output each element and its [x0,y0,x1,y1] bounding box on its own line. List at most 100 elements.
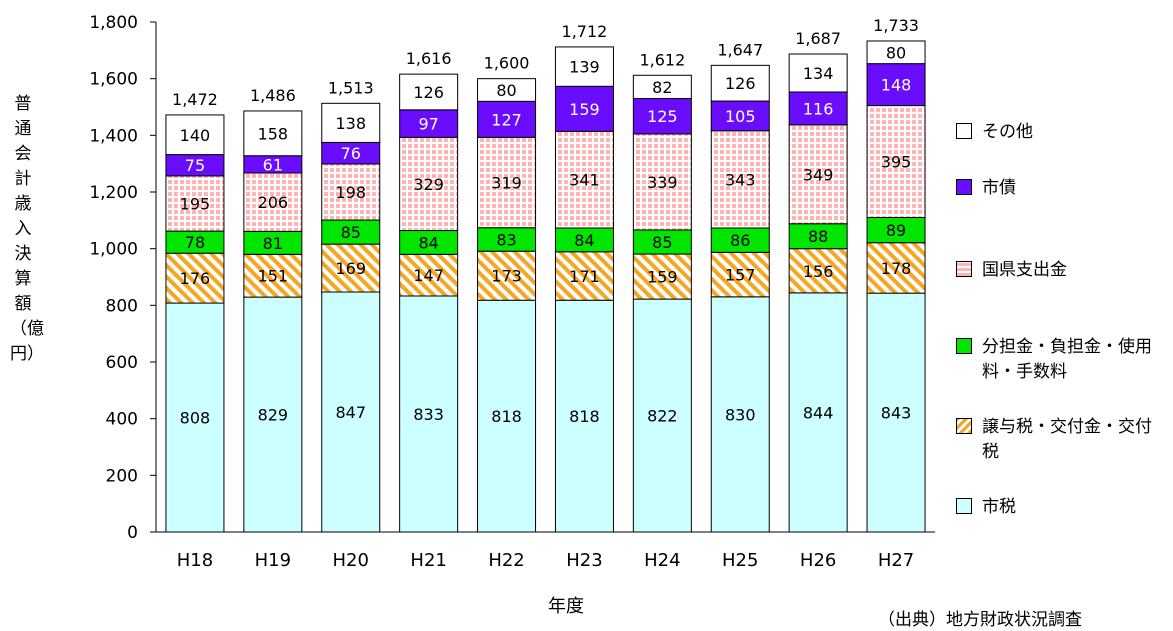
bar-segment [788,53,848,93]
total-value-label: 1,612 [639,50,685,69]
segment-value-label: 158 [258,124,289,143]
x-tick-label: H25 [722,550,758,571]
bar-segment [866,63,926,107]
bar-segment [710,227,770,253]
total-value-label: 1,600 [484,54,530,73]
x-tick-label: H27 [878,550,914,571]
bar-segment [710,130,770,229]
total-value-label: 1,616 [406,49,452,68]
y-tick-label: 600 [106,353,138,373]
bar-segment [632,98,692,135]
segment-value-label: 329 [413,175,444,194]
x-tick-label: H19 [255,550,291,571]
legend-label-bonds: 市債 [982,178,1016,198]
segment-value-label: 80 [886,43,906,62]
bar-segment [321,243,381,293]
segment-value-label: 126 [413,83,444,102]
bar-segment [477,299,537,533]
legend-item-transfer-tax: 譲与税・交付金・交付税 [956,415,1152,465]
legend-item-grants: 国県支出金 [956,258,1152,283]
x-tick-label: H21 [410,550,446,571]
segment-value-label: 198 [335,183,366,202]
segment-value-label: 97 [418,115,438,134]
segment-value-label: 818 [491,407,522,426]
segment-value-label: 89 [886,221,906,240]
segment-value-label: 206 [258,193,289,212]
y-tick-label: 1,400 [89,126,138,146]
bar-segment [554,46,614,87]
legend-swatch-bonds [956,179,972,195]
bar-segment [632,298,692,533]
segment-value-label: 822 [647,407,678,426]
segment-value-label: 349 [803,165,834,184]
bar-segment [710,296,770,533]
segment-value-label: 82 [652,78,672,97]
segment-value-label: 85 [341,223,361,242]
total-value-label: 1,513 [328,78,374,97]
segment-value-label: 178 [881,259,912,278]
bar-segment [710,64,770,102]
bar-segment [554,299,614,533]
bar-segment [710,100,770,132]
bar-segment [554,130,614,229]
bars [165,40,926,533]
bar-segment [477,250,537,301]
bar-segment [321,102,381,143]
y-tick-label: 200 [106,466,138,486]
y-tick-label: 1,600 [89,70,138,90]
total-value-label: 1,733 [873,16,919,35]
legend-swatch-transfer-tax [956,418,972,434]
total-value-label: 1,687 [795,29,841,48]
segment-value-label: 88 [808,227,828,246]
bar-segment [788,292,848,533]
legend-label-fees: 分担金・負担金・使用料・手数料 [982,337,1152,382]
legend-label-other: その他 [982,122,1033,142]
legend-label-city-tax: 市税 [982,497,1016,517]
legend-item-fees: 分担金・負担金・使用料・手数料 [956,335,1152,385]
bar-segment [399,136,459,232]
segment-value-label: 341 [569,171,600,190]
bar-segment [788,124,848,225]
segment-value-label: 148 [881,76,912,95]
segment-value-label: 159 [569,100,600,119]
segment-value-label: 83 [496,230,516,249]
bar-segment [632,253,692,300]
segment-value-label: 134 [803,64,834,83]
segment-value-label: 343 [725,170,756,189]
segment-value-label: 195 [180,194,211,213]
y-tick-label: 1,200 [89,183,138,203]
legend-label-transfer-tax: 譲与税・交付金・交付税 [982,417,1152,462]
legend-swatch-city-tax [956,498,972,514]
segment-value-label: 75 [185,156,205,175]
segment-value-label: 171 [569,267,600,286]
bar-segment [477,78,537,102]
legend-item-city-tax: 市税 [956,495,1152,520]
bar-segment [710,251,770,298]
bar-segment [165,302,225,533]
bar-segment [554,85,614,132]
legend-item-bonds: 市債 [956,176,1152,201]
y-tick-label: 800 [106,296,138,316]
x-tick-label: H26 [800,550,836,571]
segment-value-label: 116 [803,99,834,118]
segment-value-label: 147 [413,266,444,285]
segment-value-label: 159 [647,268,678,287]
legend-swatch-grants [956,261,972,277]
bar-segment [399,109,459,138]
axes: 0 200 400 600 800 1,000 1,200 1,400 1,600 1,800 H1… [89,13,935,571]
legend-swatch-fees [956,338,972,354]
segment-value-label: 844 [803,403,834,422]
y-tick-label: 400 [106,410,138,430]
segment-value-label: 818 [569,407,600,426]
data-labels: 808 176 78 195 75 140 1,472 829 151 81 206 61 158 1,4… [172,16,919,428]
y-tick-label: 1,000 [89,240,138,260]
segment-value-label: 847 [335,403,366,422]
segment-value-label: 76 [341,144,361,163]
segment-value-label: 105 [725,107,756,126]
segment-value-label: 169 [335,259,366,278]
bar-segment [165,175,225,232]
x-tick-label: H23 [566,550,602,571]
segment-value-label: 126 [725,74,756,93]
segment-value-label: 319 [491,174,522,193]
